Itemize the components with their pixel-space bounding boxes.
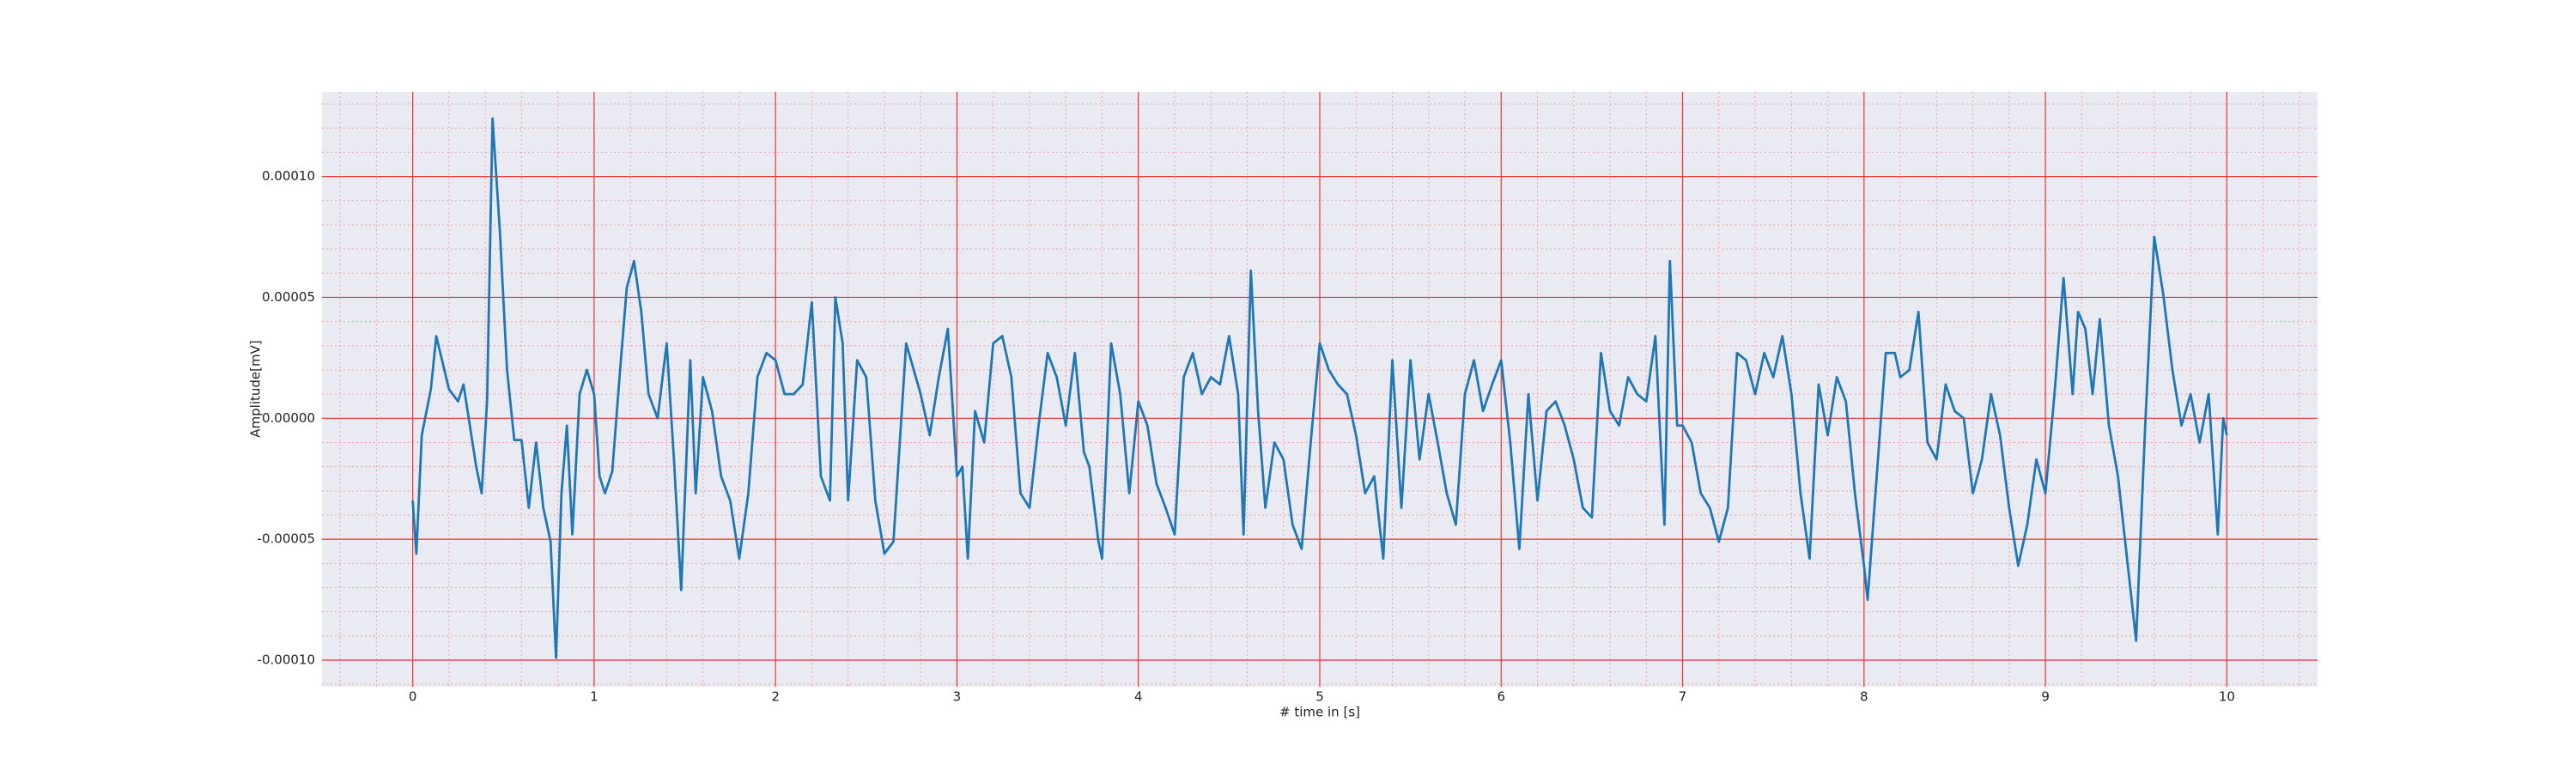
x-tick-label: 1: [590, 689, 598, 705]
x-tick-label: 5: [1315, 689, 1324, 705]
y-axis-label: Amplitude[mV]: [248, 340, 264, 437]
x-axis-label: # time in [s]: [1279, 705, 1360, 720]
x-tick-label: 7: [1679, 689, 1687, 705]
x-tick-label: 2: [771, 689, 780, 705]
y-tick-label: 0.00010: [262, 168, 315, 184]
x-tick-label: 9: [2041, 689, 2050, 705]
x-tick-label: 6: [1497, 689, 1505, 705]
y-tick-label: -0.00010: [258, 652, 315, 668]
y-tick-label: 0.00000: [262, 410, 315, 426]
x-tick-label: 0: [409, 689, 417, 705]
y-tick-label: -0.00005: [258, 531, 315, 547]
x-tick-label: 3: [953, 689, 962, 705]
x-tick-label: 8: [1860, 689, 1868, 705]
signal-line: [411, 117, 2228, 659]
y-tick-label: 0.00005: [262, 289, 315, 305]
x-tick-label: 4: [1134, 689, 1143, 705]
x-tick-label: 10: [2219, 689, 2235, 705]
